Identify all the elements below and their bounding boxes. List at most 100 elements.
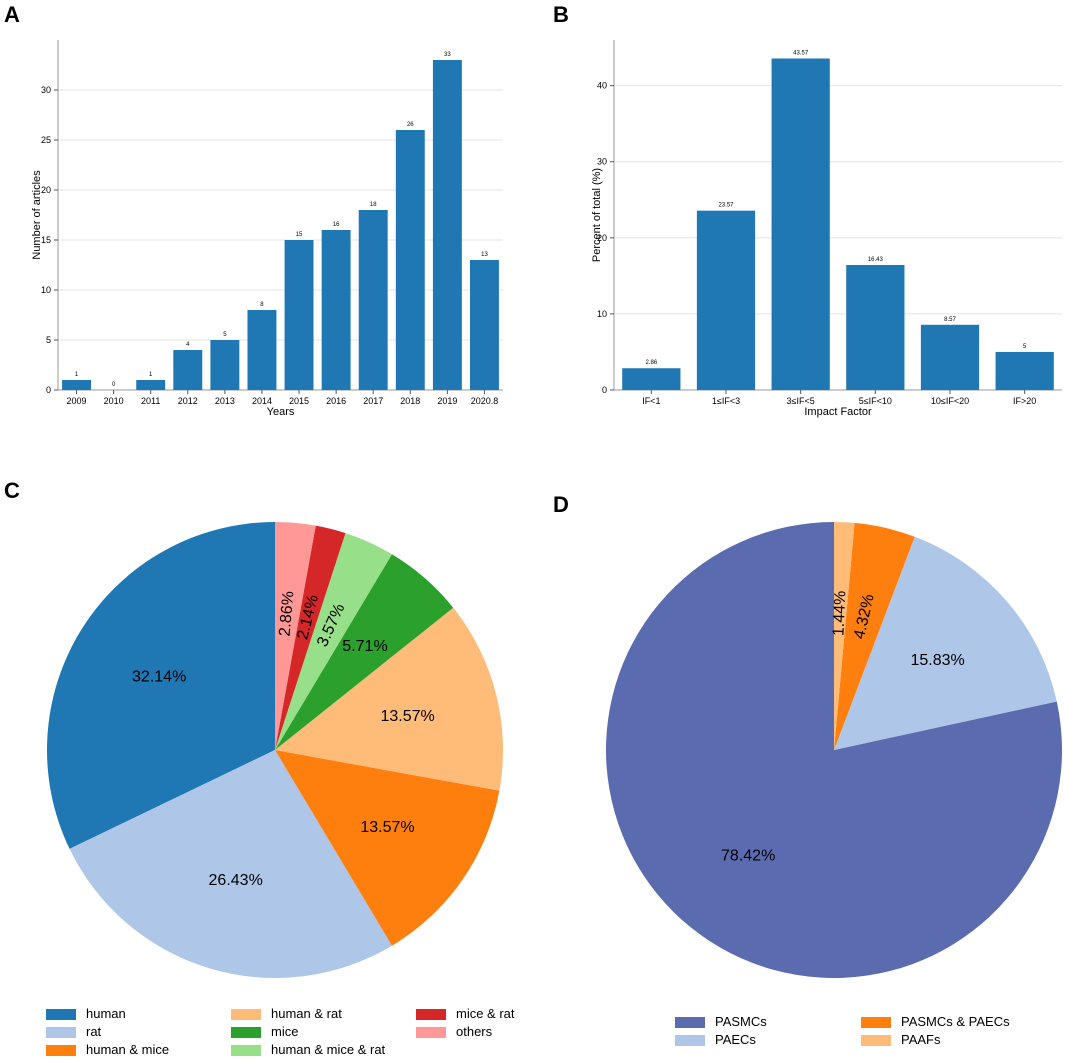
x-tick-label: 2017	[363, 396, 383, 406]
pie-slice	[46, 522, 276, 849]
legend-swatch	[675, 1035, 705, 1046]
y-tick-label: 20	[597, 233, 607, 243]
legend-label: rat	[86, 1024, 102, 1039]
pie-slice	[275, 750, 500, 946]
y-tick-label: 10	[597, 309, 607, 319]
bar-value-label: 0	[112, 382, 116, 388]
y-tick-label: 40	[597, 81, 607, 91]
pie-slice	[834, 522, 855, 750]
bar	[846, 264, 905, 390]
pie-slice	[606, 522, 1063, 978]
bar	[173, 350, 203, 390]
bar	[247, 310, 277, 390]
bar	[395, 130, 425, 390]
y-tick-label: 20	[41, 185, 51, 195]
pie-slice	[275, 554, 454, 750]
legend-label: mice & rat	[456, 1006, 515, 1021]
bar	[995, 351, 1054, 390]
legend-label: PASMCs	[715, 1014, 767, 1029]
panel-label-c: C	[4, 478, 20, 503]
legend-swatch	[416, 1009, 446, 1020]
x-tick-label: 5≤IF<10	[859, 396, 892, 406]
pie-percent-label: 26.43%	[209, 872, 263, 889]
bar	[321, 230, 351, 390]
x-tick-label: 2011	[141, 396, 160, 406]
x-tick-label: 1≤IF<3	[712, 396, 740, 406]
bar-value-label: 23.57	[718, 203, 734, 209]
x-tick-label: 2015	[289, 396, 309, 406]
x-tick-label: 2020.8	[471, 396, 499, 406]
panel-label-b: B	[553, 2, 569, 27]
x-tick-label: 2016	[326, 396, 346, 406]
legend-swatch	[231, 1045, 261, 1056]
x-axis-label: Impact Factor	[804, 406, 872, 418]
bar	[432, 60, 462, 390]
legend-label: PASMCs & PAECs	[901, 1014, 1010, 1029]
legend-label: human & rat	[271, 1006, 342, 1021]
pie-percent-label: 13.57%	[381, 708, 435, 725]
y-tick-label: 25	[41, 135, 51, 145]
bar-value-label: 15	[296, 232, 303, 238]
legend-label: human & mice & rat	[271, 1042, 386, 1057]
bar-value-label: 26	[407, 122, 414, 128]
bar-chart-impact-factor: 0 10 20 30 40 2.86 IF<1 23.57 1≤IF<3 43.57 3≤IF<5 1…	[591, 40, 1062, 418]
bar	[210, 340, 240, 390]
pie-slice	[275, 525, 346, 750]
x-tick-label: IF<1	[642, 396, 660, 406]
bar-value-label: 13	[481, 252, 488, 258]
bar	[920, 324, 980, 390]
bar-value-label: 16	[333, 222, 340, 228]
bar-value-label: 8	[260, 302, 264, 308]
pie-slice	[834, 522, 915, 750]
legend-label: mice	[271, 1024, 298, 1039]
bar	[62, 380, 92, 390]
bar-value-label: 16.43	[868, 257, 884, 263]
legend-swatch	[46, 1009, 76, 1020]
pie-percent-label: 2.86%	[276, 590, 297, 637]
bar-value-label: 5	[223, 332, 227, 338]
bar-value-label: 1	[75, 372, 79, 378]
pie-percent-label: 13.57%	[360, 819, 414, 836]
pie-percent-label: 1.44%	[830, 590, 849, 636]
pie-chart-species: 32.14%26.43%13.57%13.57%5.71%3.57%2.14%2…	[46, 522, 515, 1057]
legend-swatch	[231, 1027, 261, 1038]
x-axis-label: Years	[267, 406, 295, 418]
x-tick-label: 2014	[252, 396, 272, 406]
pie-slice	[275, 522, 316, 750]
legend-label: human & mice	[86, 1042, 169, 1057]
y-axis-label: Percent of total (%)	[591, 168, 603, 262]
pie-slice	[834, 536, 1057, 750]
legend-swatch	[46, 1045, 76, 1056]
x-tick-label: 2019	[437, 396, 457, 406]
bar	[771, 58, 830, 390]
y-tick-label: 10	[41, 285, 51, 295]
x-tick-label: 3≤IF<5	[787, 396, 815, 406]
bar-value-label: 43.57	[793, 50, 809, 56]
bar	[284, 240, 314, 390]
x-tick-label: 2013	[215, 396, 235, 406]
bar-value-label: 2.86	[645, 360, 657, 366]
pie-slice	[275, 533, 392, 750]
legend-swatch	[861, 1035, 891, 1046]
pie-chart-cell-types: 78.42%15.83%4.32%1.44%PASMCsPAECsPASMCs …	[606, 522, 1063, 1047]
bar-value-label: 5	[1023, 344, 1027, 350]
pie-percent-label: 15.83%	[910, 652, 964, 669]
y-tick-label: 30	[597, 157, 607, 167]
y-tick-label: 15	[41, 235, 51, 245]
legend-label: others	[456, 1024, 493, 1039]
y-tick-label: 5	[46, 335, 51, 345]
pie-percent-label: 32.14%	[132, 668, 186, 685]
legend-label: PAECs	[715, 1032, 756, 1047]
bar	[469, 260, 499, 390]
bar-value-label: 8.57	[944, 317, 956, 323]
bar-value-label: 1	[149, 372, 153, 378]
x-tick-label: 2012	[178, 396, 198, 406]
legend-label: PAAFs	[901, 1032, 941, 1047]
bar-chart-years: 0 5 10 15 20 25 30 1 2009 0 2010 1 2011 4 2012 5 2013 8 20…	[31, 40, 503, 418]
y-tick-label: 30	[41, 85, 51, 95]
panel-label-a: A	[4, 2, 20, 27]
y-tick-label: 0	[46, 385, 51, 395]
x-tick-label: 2009	[67, 396, 87, 406]
bar-value-label: 18	[370, 202, 377, 208]
